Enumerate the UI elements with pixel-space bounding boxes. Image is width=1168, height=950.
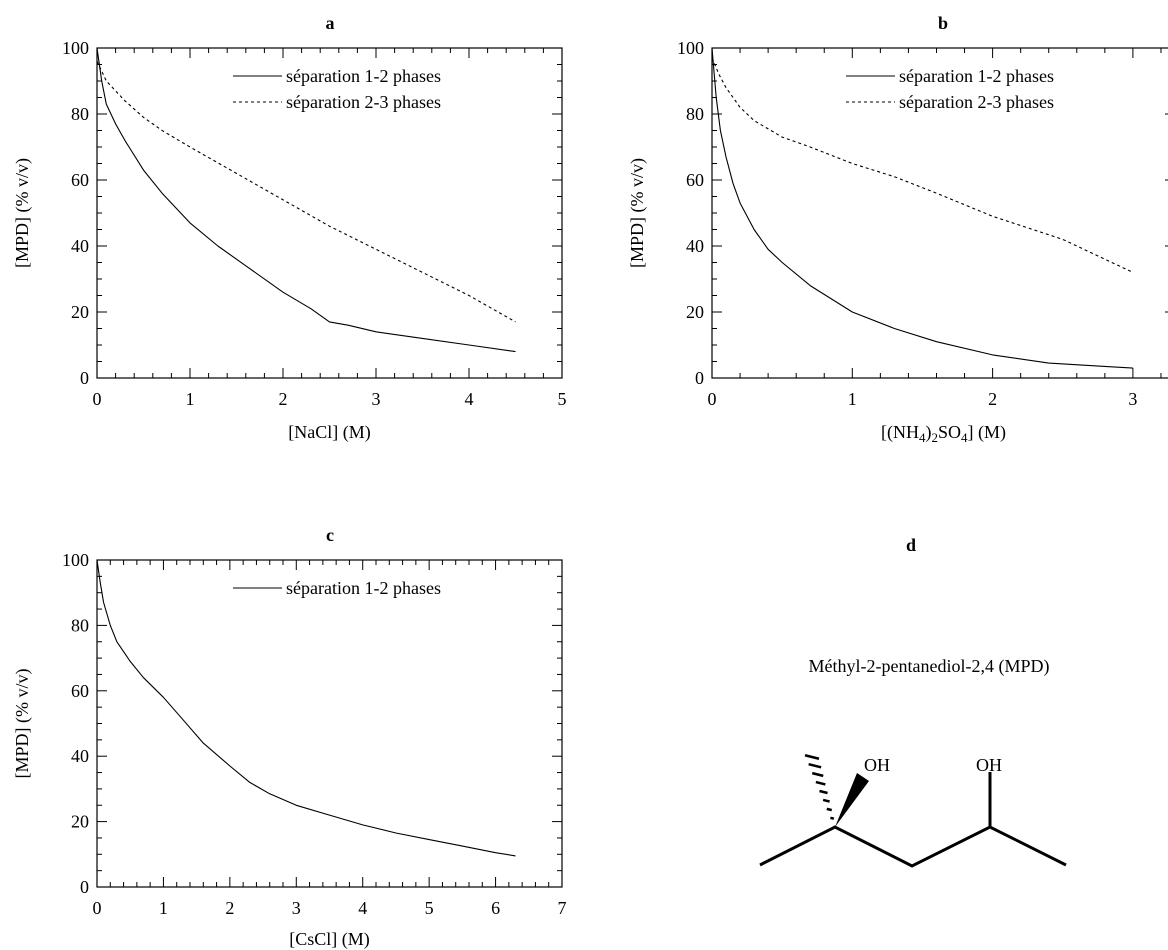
x-axis-title: [NaCl] (M)	[288, 422, 370, 443]
x-axis-title-part: ] (M)	[968, 422, 1007, 443]
carbon-chain-bonds	[759, 825, 1067, 868]
y-tick-label: 100	[62, 550, 89, 570]
oh-label-right: OH	[976, 755, 1002, 775]
y-tick-label: 40	[71, 236, 89, 256]
x-tick-label: 2	[988, 389, 997, 409]
x-tick-label: 0	[93, 898, 102, 918]
x-tick-label: 2	[279, 389, 288, 409]
hash-segment	[822, 798, 830, 803]
compound-name: Méthyl-2-pentanediol-2,4 (MPD)	[809, 656, 1050, 677]
legend-label: séparation 1-2 phases	[286, 578, 441, 598]
y-tick-label: 40	[71, 746, 89, 766]
y-axis-title: [MPD] (% v/v)	[12, 669, 33, 779]
legend-label: séparation 1-2 phases	[899, 66, 1054, 86]
hash-segment	[830, 816, 835, 820]
x-axis-title-subscript: 4	[919, 430, 926, 445]
x-tick-label: 1	[186, 389, 195, 409]
series-line-separation-2-3	[711, 57, 1134, 273]
hash-segment	[808, 762, 822, 769]
y-tick-label: 20	[686, 302, 704, 322]
y-tick-label: 0	[695, 368, 704, 388]
y-axis-title: [MPD] (% v/v)	[12, 158, 33, 268]
x-tick-label: 4	[358, 898, 367, 918]
hashed-bond-methyl	[804, 754, 837, 829]
hash-segment	[819, 789, 828, 795]
x-axis-title-part: [(NH	[881, 422, 919, 443]
x-tick-label: 1	[159, 898, 168, 918]
x-axis-title-subscript: 2	[931, 430, 938, 445]
x-tick-label: 7	[558, 898, 567, 918]
x-axis-title: [CsCl] (M)	[289, 929, 370, 950]
x-axis-title: [(NH4)2SO4] (M)	[881, 422, 1006, 445]
y-tick-label: 0	[80, 877, 89, 897]
series-line-separation-1-2	[96, 47, 516, 353]
panel-b-label: b	[938, 13, 948, 33]
series-line-separation-2-3	[96, 60, 516, 323]
legend-label: séparation 1-2 phases	[286, 66, 441, 86]
mpd-skeleton	[759, 754, 1067, 868]
x-tick-label: 1	[848, 389, 857, 409]
chart-panel-a: a 0 1 2 3 4 5 0 20 40 60 80 100 [MPD] (% v/v) [NaCl] (…	[12, 13, 567, 443]
x-tick-label: 5	[558, 389, 567, 409]
x-tick-label: 6	[491, 898, 500, 918]
hash-segment	[833, 825, 837, 829]
chart-panel-c: c 0 1 2 3 4 5 6 7 0 20 40 60 80 100 [MPD] (% v/v) [CsCl]…	[12, 525, 567, 950]
y-tick-label: 80	[71, 104, 89, 124]
panel-d-structure: d Méthyl-2-pentanediol-2,4 (MPD) OH OH	[759, 535, 1067, 868]
x-axis-title-subscript: 4	[961, 430, 968, 445]
y-axis-title: [MPD] (% v/v)	[627, 158, 648, 268]
x-axis-title-part: )	[925, 422, 931, 443]
series-line-separation-1-2	[711, 47, 1133, 369]
x-tick-label: 3	[372, 389, 381, 409]
y-tick-label: 60	[686, 170, 704, 190]
hash-segment	[811, 771, 824, 778]
y-tick-label: 0	[80, 368, 89, 388]
series-line-separation-1-2	[96, 559, 516, 857]
legend-label: séparation 2-3 phases	[286, 92, 441, 112]
y-tick-label: 80	[686, 104, 704, 124]
wedge-bond-oh	[835, 773, 869, 827]
y-tick-label: 60	[71, 681, 89, 701]
panel-a-label: a	[326, 13, 335, 33]
x-tick-label: 4	[465, 389, 474, 409]
y-tick-label: 100	[62, 38, 89, 58]
x-tick-label: 0	[708, 389, 717, 409]
x-axis-title-part: SO	[938, 422, 961, 442]
y-tick-label: 100	[677, 38, 704, 58]
plot-frame	[96, 559, 563, 888]
hash-segment	[815, 780, 826, 786]
x-tick-label: 2	[225, 898, 234, 918]
y-tick-label: 40	[686, 236, 704, 256]
y-tick-label: 20	[71, 302, 89, 322]
x-tick-label: 3	[1128, 389, 1137, 409]
oh-label-left: OH	[864, 755, 890, 775]
x-tick-label: 5	[425, 898, 434, 918]
y-tick-label: 80	[71, 615, 89, 635]
hash-segment	[826, 807, 833, 812]
panel-d-label: d	[906, 535, 916, 555]
y-tick-label: 60	[71, 170, 89, 190]
panel-c-label: c	[326, 525, 334, 545]
x-tick-label: 3	[292, 898, 301, 918]
hash-segment	[804, 754, 820, 760]
y-tick-label: 20	[71, 812, 89, 832]
legend-label: séparation 2-3 phases	[899, 92, 1054, 112]
x-tick-label: 0	[93, 389, 102, 409]
